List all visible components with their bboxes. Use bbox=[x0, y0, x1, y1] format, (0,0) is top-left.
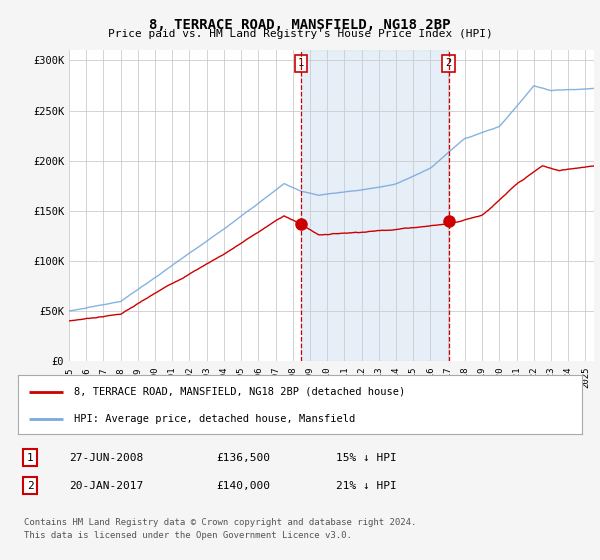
Text: 2: 2 bbox=[26, 480, 34, 491]
Text: 2: 2 bbox=[445, 58, 452, 68]
Text: This data is licensed under the Open Government Licence v3.0.: This data is licensed under the Open Gov… bbox=[24, 531, 352, 540]
Text: Contains HM Land Registry data © Crown copyright and database right 2024.: Contains HM Land Registry data © Crown c… bbox=[24, 518, 416, 527]
Text: 20-JAN-2017: 20-JAN-2017 bbox=[69, 480, 143, 491]
Text: 1: 1 bbox=[26, 452, 34, 463]
Text: £136,500: £136,500 bbox=[216, 452, 270, 463]
Text: £140,000: £140,000 bbox=[216, 480, 270, 491]
Text: HPI: Average price, detached house, Mansfield: HPI: Average price, detached house, Mans… bbox=[74, 414, 356, 424]
Text: 27-JUN-2008: 27-JUN-2008 bbox=[69, 452, 143, 463]
Text: 15% ↓ HPI: 15% ↓ HPI bbox=[336, 452, 397, 463]
Text: 8, TERRACE ROAD, MANSFIELD, NG18 2BP (detached house): 8, TERRACE ROAD, MANSFIELD, NG18 2BP (de… bbox=[74, 386, 406, 396]
Text: Price paid vs. HM Land Registry's House Price Index (HPI): Price paid vs. HM Land Registry's House … bbox=[107, 29, 493, 39]
Text: 21% ↓ HPI: 21% ↓ HPI bbox=[336, 480, 397, 491]
Text: 1: 1 bbox=[298, 58, 304, 68]
Bar bbox=[301, 50, 449, 361]
Text: 8, TERRACE ROAD, MANSFIELD, NG18 2BP: 8, TERRACE ROAD, MANSFIELD, NG18 2BP bbox=[149, 18, 451, 32]
